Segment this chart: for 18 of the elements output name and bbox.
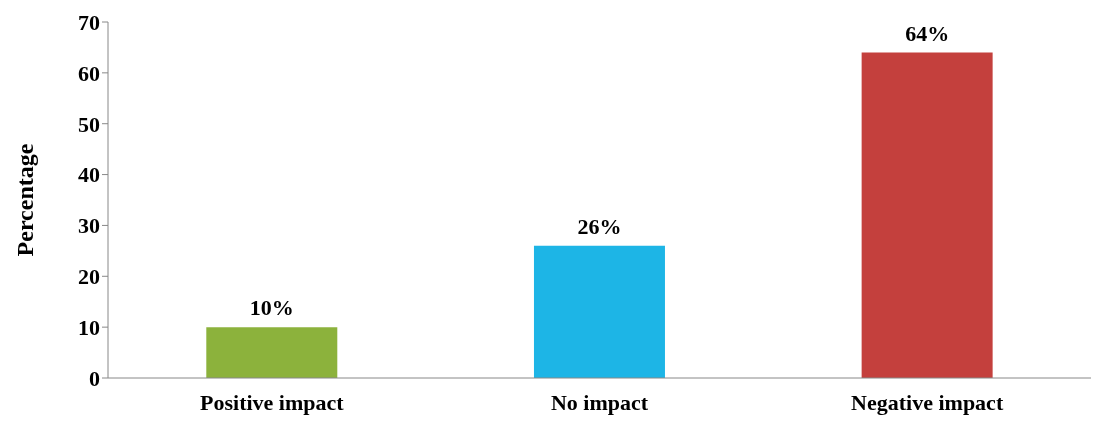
x-tick-label: Positive impact [200,389,345,415]
bar [206,327,338,378]
y-tick-label: 10 [78,314,100,340]
data-label: 64% [905,20,950,46]
y-tick-label: 0 [89,365,100,391]
bar [861,52,993,378]
y-axis-title: Percentage [11,143,38,257]
y-tick-label: 40 [78,162,100,188]
y-tick-label: 60 [78,60,100,86]
y-tick-label: 30 [78,213,100,239]
y-tick-label: 70 [78,9,100,35]
data-label: 26% [577,213,622,239]
y-tick-label: 50 [78,111,100,137]
x-tick-label: No impact [550,389,649,415]
x-tick-label: Negative impact [851,389,1004,415]
bar [533,245,665,378]
y-tick-label: 20 [78,264,100,290]
data-label: 10% [249,295,294,321]
